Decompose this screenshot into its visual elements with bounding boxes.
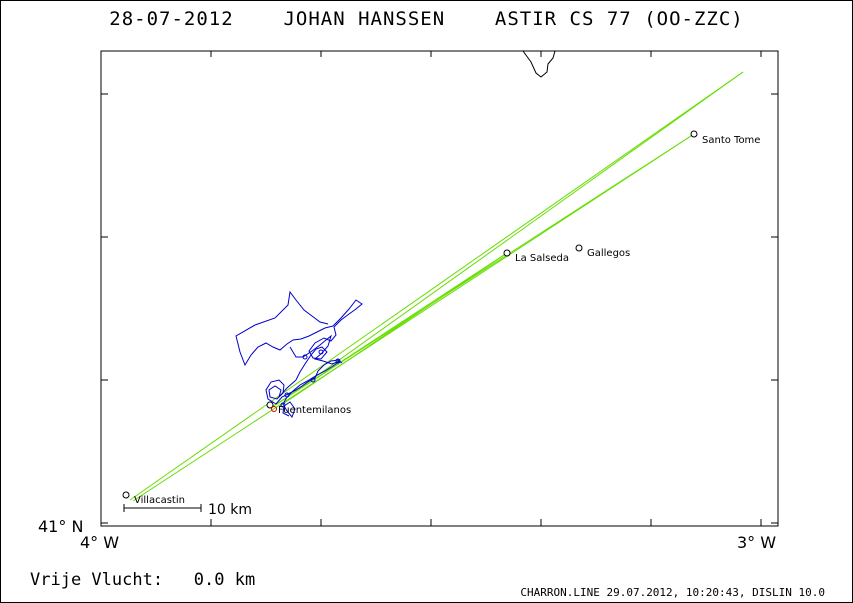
- thermal-marker: [335, 358, 341, 364]
- place-marker: [122, 491, 130, 499]
- glider-name: ASTIR CS 77 (OO-ZZC): [494, 8, 744, 30]
- thermal-marker: [284, 392, 290, 398]
- distance-value: 0.0 km: [193, 570, 256, 590]
- distance-summary: Vrije Vlucht: 0.0 km: [30, 570, 255, 590]
- place-marker: [503, 249, 511, 257]
- distance-label: Vrije Vlucht:: [30, 570, 164, 590]
- place-label: Villacastin: [134, 495, 185, 506]
- place-label: Fuentemilanos: [278, 405, 351, 416]
- thermal-marker: [302, 354, 308, 360]
- plot-frame: [100, 50, 779, 527]
- place-villacastin: Villacastin: [122, 491, 185, 506]
- distance-line: [279, 252, 508, 407]
- thermal-marker: [318, 349, 324, 355]
- place-santo-tome: Santo Tome: [690, 130, 760, 146]
- thermal-marker: [280, 402, 286, 408]
- distance-line: [129, 71, 744, 501]
- track-segment: [235, 290, 334, 367]
- boundary-line: [522, 50, 556, 78]
- place-label: Santo Tome: [702, 135, 760, 146]
- x-tick-label-3w: 3° W: [737, 533, 776, 552]
- thermal-marker: [310, 377, 316, 383]
- place-label: Gallegos: [587, 248, 630, 259]
- pilot-name: JOHAN HANSSEN: [283, 8, 446, 30]
- place-marker: [575, 244, 583, 252]
- place-marker: [690, 130, 698, 138]
- distance-line: [275, 71, 744, 406]
- software-info: CHARRON.LINE 29.07.2012, 10:20:43, DISLI…: [520, 586, 825, 599]
- scale-bar: [123, 504, 202, 512]
- y-tick-label-41n: 41° N: [38, 517, 83, 536]
- place-label: La Salseda: [515, 253, 569, 264]
- flight-track: [235, 290, 363, 418]
- place-fuentemilanos: Fuentemilanos: [266, 401, 351, 416]
- x-tick-label-4w: 4° W: [80, 533, 119, 552]
- start-marker: [271, 406, 277, 412]
- distance-line: [271, 252, 508, 408]
- place-la-salseda: La Salseda: [503, 249, 569, 264]
- track-segment: [282, 334, 341, 418]
- scale-bar-label: 10 km: [208, 502, 252, 518]
- distance-lines: [129, 71, 744, 502]
- place-marker: [266, 401, 274, 409]
- axis-ticks: [101, 51, 778, 526]
- distance-line: [132, 133, 695, 502]
- place-gallegos: Gallegos: [575, 244, 630, 259]
- track-segment: [278, 299, 363, 398]
- flight-date: 28-07-2012: [109, 8, 234, 30]
- flight-header: 28-07-2012 JOHAN HANSSEN ASTIR CS 77 (OO…: [0, 8, 853, 30]
